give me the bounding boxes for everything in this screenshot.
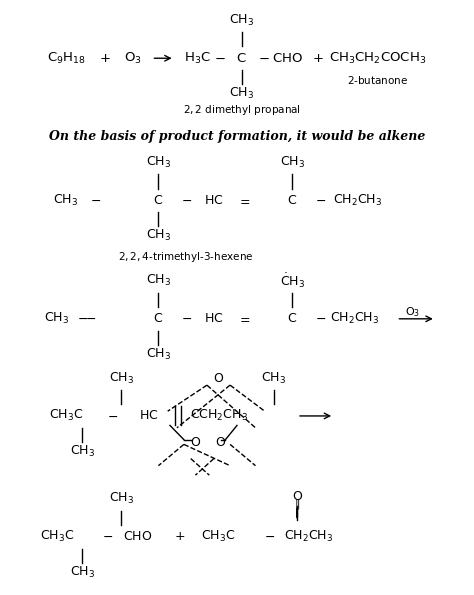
Text: $\|$: $\|$ (294, 497, 300, 511)
Text: $\mathrm{CH_3}$: $\mathrm{CH_3}$ (280, 155, 305, 170)
Text: $-$: $-$ (315, 194, 326, 207)
Text: $\mathrm{CH_3CH_2COCH_3}$: $\mathrm{CH_3CH_2COCH_3}$ (329, 51, 427, 66)
Text: $-\!\!-$: $-\!\!-$ (77, 312, 97, 325)
Text: $-$: $-$ (181, 312, 191, 325)
Text: $\mathrm{CH_3}$: $\mathrm{CH_3}$ (146, 347, 171, 362)
Text: $\mathrm{C}$: $\mathrm{C}$ (287, 194, 298, 207)
Text: $\mathrm{O}$: $\mathrm{O}$ (292, 490, 302, 503)
Text: $\mathrm{CH_2CH_3}$: $\mathrm{CH_2CH_3}$ (284, 529, 333, 544)
Text: $\mathrm{CH_3}$: $\mathrm{CH_3}$ (229, 86, 254, 101)
Text: $\mathrm{HC}$: $\mathrm{HC}$ (204, 312, 224, 325)
Text: $\mathrm{O_3}$: $\mathrm{O_3}$ (405, 305, 420, 318)
Text: $\mathrm{CH_3C}$: $\mathrm{CH_3C}$ (49, 408, 83, 424)
Text: $\mathrm{CH_3}$: $\mathrm{CH_3}$ (70, 565, 95, 580)
Text: $\mathrm{CH_3}$: $\mathrm{CH_3}$ (70, 444, 95, 459)
Text: $\mathrm{CH_2CH_3}$: $\mathrm{CH_2CH_3}$ (330, 311, 380, 327)
Text: $\mathrm{C}$: $\mathrm{C}$ (154, 194, 164, 207)
Text: $\mathrm{2,2,4\text{-}trimethyl\text{-}3\text{-}hexene}$: $\mathrm{2,2,4\text{-}trimethyl\text{-}3… (118, 250, 254, 264)
Text: $\mathrm{O}$: $\mathrm{O}$ (190, 436, 201, 449)
Text: $\mathrm{C_9H_{18}}$: $\mathrm{C_9H_{18}}$ (46, 51, 85, 66)
Text: $\mathrm{CH_3}$: $\mathrm{CH_3}$ (54, 193, 79, 208)
Text: $\mathrm{H_3C}$: $\mathrm{H_3C}$ (184, 51, 211, 66)
Text: $\mathrm{C}$: $\mathrm{C}$ (154, 312, 164, 325)
Text: $\mathrm{CH_3}$: $\mathrm{CH_3}$ (229, 12, 254, 28)
Text: $\mathrm{HC}$: $\mathrm{HC}$ (204, 194, 224, 207)
Text: $\mathrm{CH_3C}$: $\mathrm{CH_3C}$ (40, 529, 74, 544)
Text: $\mathrm{2,2\ dimethyl\ propanal}$: $\mathrm{2,2\ dimethyl\ propanal}$ (182, 104, 301, 117)
Text: On the basis of product formation, it would be alkene: On the basis of product formation, it wo… (49, 130, 425, 143)
Text: $\mathrm{HC}$: $\mathrm{HC}$ (139, 409, 159, 422)
Text: $+$: $+$ (312, 52, 324, 65)
Text: $\mathrm{CHO}$: $\mathrm{CHO}$ (273, 52, 303, 65)
Text: $-$: $-$ (91, 194, 101, 207)
Text: $\mathrm{CHO}$: $\mathrm{CHO}$ (123, 530, 152, 543)
Text: $\mathrm{\dot{C}H_3}$: $\mathrm{\dot{C}H_3}$ (280, 271, 305, 290)
Text: $\mathrm{CH_3C}$: $\mathrm{CH_3C}$ (201, 529, 236, 544)
Text: $-$: $-$ (315, 312, 326, 325)
Text: $\mathrm{2\text{-}butanone}$: $\mathrm{2\text{-}butanone}$ (347, 74, 409, 86)
Text: $-$: $-$ (258, 52, 270, 65)
Text: $+$: $+$ (100, 52, 111, 65)
Text: $\mathrm{CH_2CH_3}$: $\mathrm{CH_2CH_3}$ (333, 193, 382, 208)
Text: $\mathrm{CH_3}$: $\mathrm{CH_3}$ (109, 491, 134, 506)
Text: $=$: $=$ (237, 312, 251, 325)
Text: $-$: $-$ (107, 409, 118, 422)
Text: $=$: $=$ (237, 194, 251, 207)
Text: $\mathrm{CH_3}$: $\mathrm{CH_3}$ (44, 311, 69, 327)
Text: $+$: $+$ (173, 530, 185, 543)
Text: $-$: $-$ (264, 530, 275, 543)
Text: $\mathrm{C}$: $\mathrm{C}$ (287, 312, 298, 325)
Text: $\mathrm{C}$: $\mathrm{C}$ (237, 52, 247, 65)
Text: $\mathrm{CH_3}$: $\mathrm{CH_3}$ (146, 155, 171, 170)
Text: $\mathrm{O}$: $\mathrm{O}$ (215, 436, 227, 449)
Text: $\mathrm{CH_3}$: $\mathrm{CH_3}$ (109, 371, 134, 386)
Text: $\mathrm{O_3}$: $\mathrm{O_3}$ (124, 51, 142, 66)
Text: $-$: $-$ (214, 52, 225, 65)
Text: $-$: $-$ (102, 530, 113, 543)
Text: $\mathrm{CH_3}$: $\mathrm{CH_3}$ (146, 273, 171, 289)
Text: $-$: $-$ (181, 194, 191, 207)
Text: $\mathrm{CH_3}$: $\mathrm{CH_3}$ (146, 228, 171, 243)
Text: $\mathrm{CH_3}$: $\mathrm{CH_3}$ (262, 371, 287, 386)
Text: $\mathrm{CCH_2CH_3}$: $\mathrm{CCH_2CH_3}$ (190, 408, 247, 424)
Text: $\mathrm{O}$: $\mathrm{O}$ (213, 371, 224, 384)
